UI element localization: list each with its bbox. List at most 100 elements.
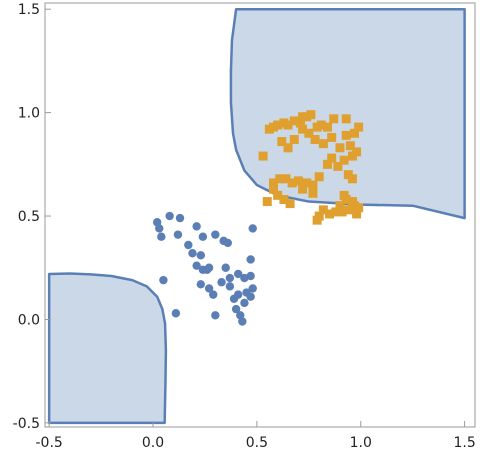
square-point (345, 141, 355, 151)
square-point (306, 110, 316, 120)
circle-point (159, 275, 168, 285)
square-point (316, 120, 326, 130)
circle-point (171, 309, 181, 318)
square-point (281, 174, 291, 184)
square-point (310, 135, 320, 145)
circle-point (188, 249, 197, 258)
square-point (283, 143, 293, 153)
circle-point (231, 304, 241, 314)
square-point (312, 215, 322, 225)
square-point (327, 132, 337, 142)
region-2 (229, 7, 466, 220)
y-tick-label: 0.0 (18, 312, 40, 328)
y-tick-label: 1.5 (18, 2, 40, 18)
square-point (341, 114, 351, 124)
square-point (318, 205, 328, 215)
square-point (273, 190, 283, 200)
square-point (335, 143, 345, 153)
circle-point (217, 278, 226, 287)
square-point (354, 203, 364, 213)
square-point (343, 205, 353, 215)
square-point (289, 116, 299, 126)
square-point (352, 209, 362, 219)
square-point (318, 139, 328, 149)
square-point (339, 190, 349, 200)
plot-frame (44, 2, 476, 428)
square-point (262, 197, 272, 207)
circle-point (240, 298, 249, 308)
square-point (287, 178, 297, 188)
square-point (314, 172, 324, 182)
circle-point (155, 224, 164, 233)
y-axis: -0.5 0.0 0.5 1.0 1.5 (13, 2, 51, 432)
x-axis: -0.5 0.0 0.5 1.0 1.5 (35, 421, 476, 451)
square-point (347, 174, 357, 184)
y-tick-label: 0.5 (18, 209, 40, 225)
square-point (325, 209, 335, 219)
square-point (308, 188, 318, 198)
square-point (323, 159, 333, 169)
circle-point (165, 211, 174, 221)
circle-point (209, 290, 218, 299)
square-point (289, 135, 299, 145)
square-point (273, 120, 283, 130)
x-tick-label: 0.5 (246, 435, 268, 451)
square-point (298, 184, 308, 194)
circle-point (184, 240, 193, 250)
y-tick-label: -0.5 (13, 416, 40, 432)
circle-point (211, 311, 220, 320)
circle-point (246, 271, 255, 281)
square-point (333, 161, 343, 171)
square-point (329, 114, 339, 124)
square-point (337, 207, 347, 217)
square-point (258, 151, 268, 161)
square-point (335, 201, 345, 211)
square-point (296, 118, 306, 128)
square-point (269, 178, 278, 188)
circle-point (248, 284, 257, 293)
circle-point (157, 232, 166, 241)
square-point (277, 137, 287, 147)
square-point (341, 130, 351, 140)
square-point (331, 207, 341, 217)
square-point (298, 124, 308, 134)
square-point (308, 180, 318, 190)
square-point (350, 128, 360, 138)
y-tick-label: 1.0 (18, 106, 40, 122)
square-point (352, 147, 362, 157)
circle-point (246, 255, 255, 264)
x-tick-label: 1.5 (453, 435, 475, 451)
points-layer (152, 110, 364, 326)
circle-point (211, 230, 220, 239)
square-point (279, 194, 289, 204)
circle-point (204, 284, 214, 293)
circle-point (233, 269, 243, 279)
square-point (269, 184, 278, 194)
square-point (285, 199, 295, 209)
circle-point (246, 292, 255, 301)
circle-point (225, 282, 235, 291)
square-point (339, 155, 349, 165)
circle-point (221, 263, 230, 272)
square-point (293, 176, 303, 186)
circle-point (198, 265, 208, 275)
x-tick-label: 1.0 (350, 435, 372, 451)
square-point (323, 122, 333, 132)
circle-point (238, 317, 247, 326)
circle-point (248, 224, 257, 233)
regions-layer (47, 7, 466, 425)
x-tick-label: -0.5 (35, 435, 62, 451)
circle-point (175, 213, 185, 223)
circle-point (192, 222, 201, 231)
circle-point (173, 230, 183, 239)
square-point (283, 120, 293, 130)
circle-point (196, 280, 205, 289)
circle-point (225, 273, 235, 283)
circle-point (229, 294, 239, 303)
square-point (275, 174, 285, 184)
square-point (304, 128, 314, 138)
circle-point (198, 232, 208, 241)
square-point (347, 197, 357, 207)
circle-point (192, 261, 201, 270)
